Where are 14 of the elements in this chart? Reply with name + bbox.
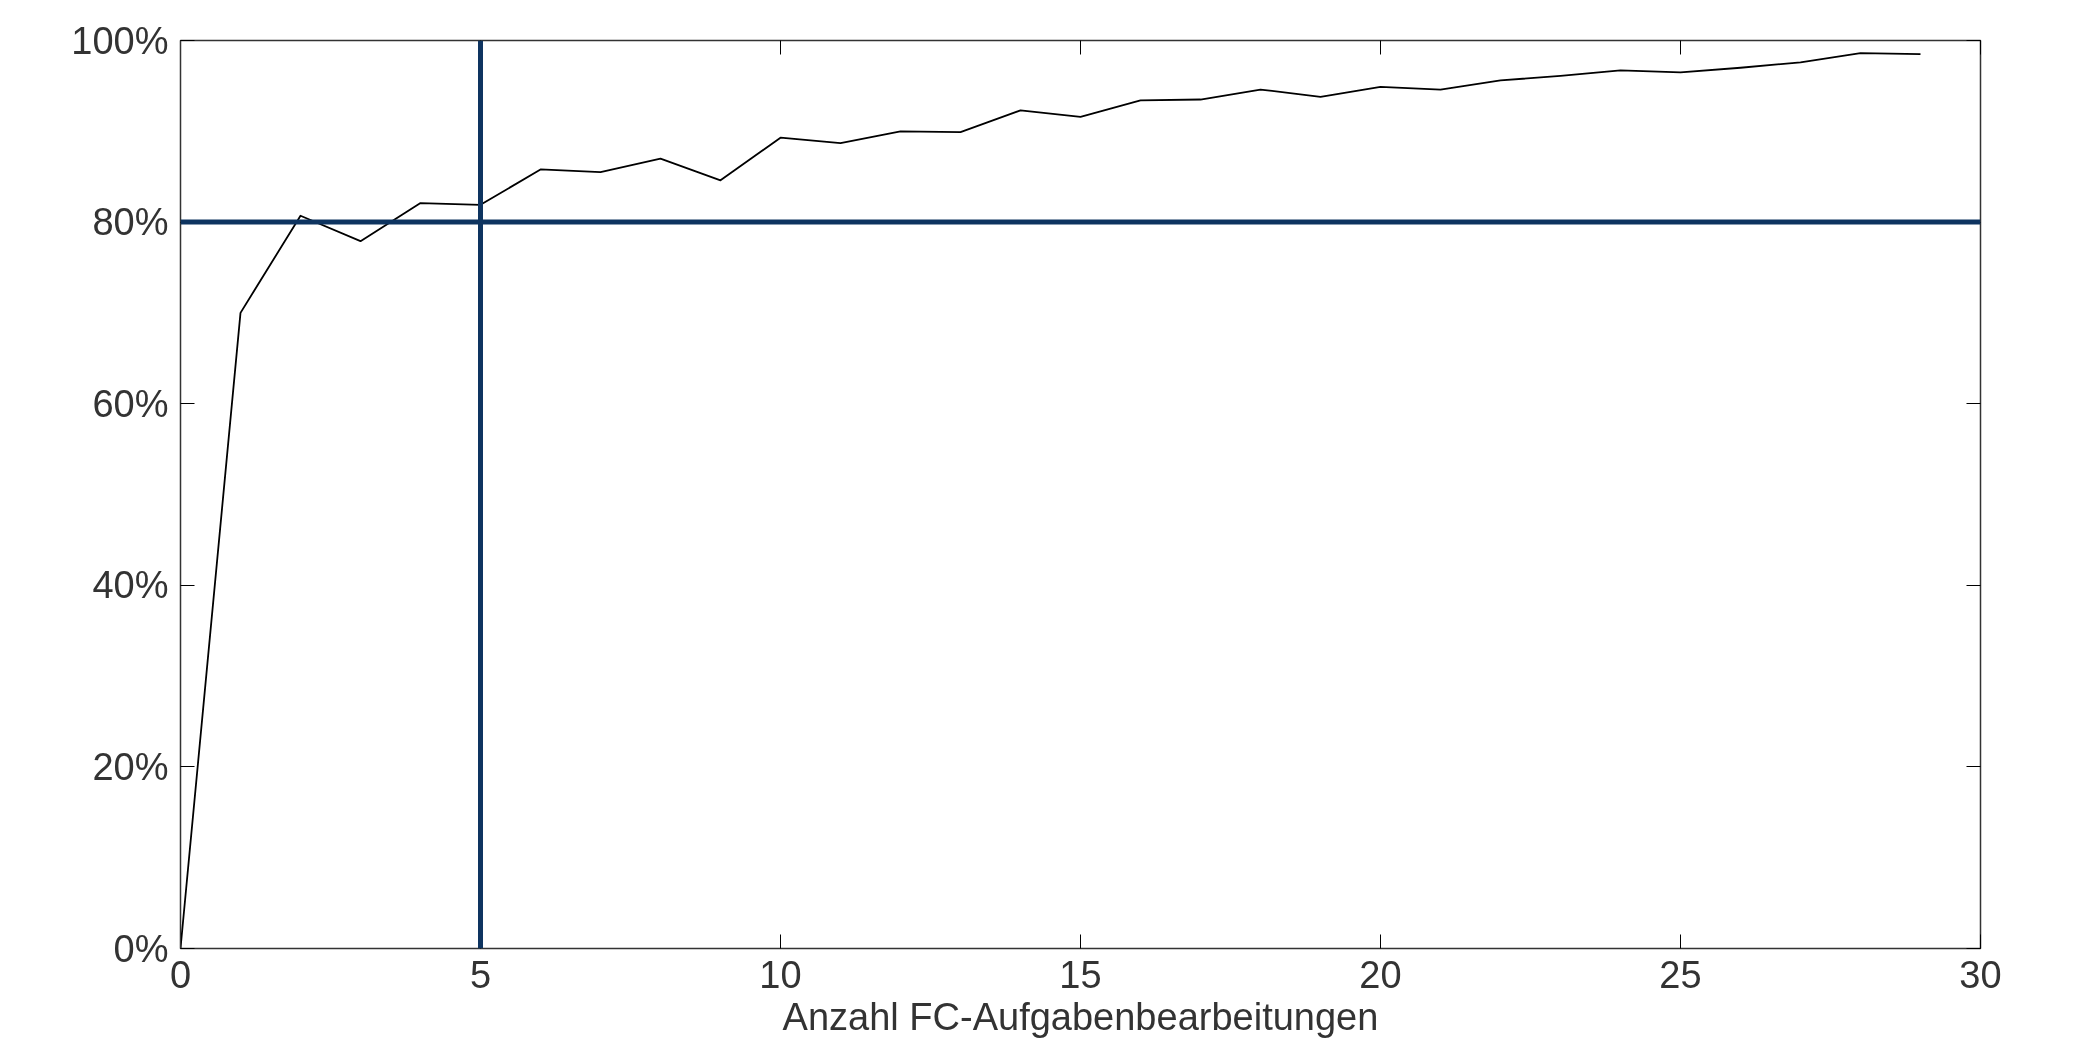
x-tick-label: 20 (1359, 953, 1402, 996)
x-tick-label: 5 (469, 953, 492, 996)
y-tick-label: 0% (113, 927, 169, 970)
x-tick-label: 30 (1959, 953, 2002, 996)
y-tick-label: 20% (92, 745, 169, 788)
x-tick-label: 15 (1059, 953, 1102, 996)
x-tick-label: 10 (759, 953, 802, 996)
y-tick-label: 100% (71, 19, 169, 62)
x-tick-label: 25 (1659, 953, 1702, 996)
y-tick-label: 60% (92, 382, 169, 425)
x-axis-title: Anzahl FC-Aufgabenbearbeitungen (782, 995, 1379, 1038)
x-tick-label: 0 (169, 953, 192, 996)
y-tick-label: 40% (92, 564, 169, 607)
y-tick-label: 80% (92, 201, 169, 244)
